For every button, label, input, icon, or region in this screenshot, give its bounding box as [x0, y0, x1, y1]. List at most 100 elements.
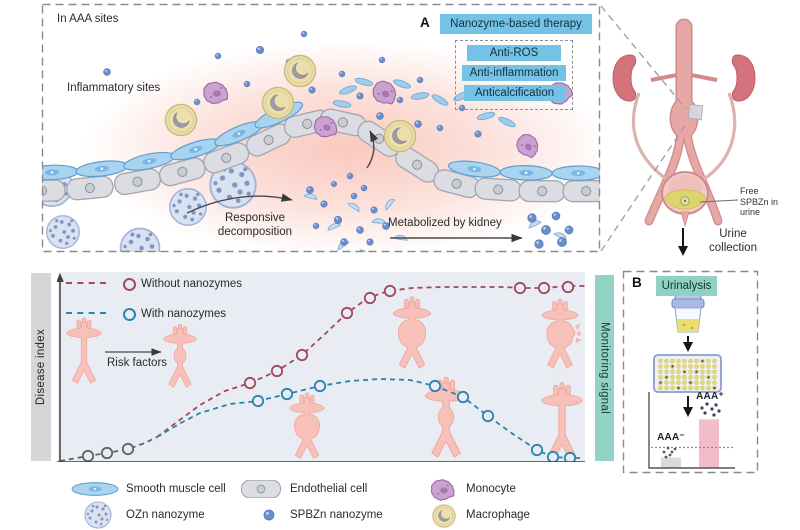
positive-signal-dot	[703, 411, 707, 415]
spbzn-nanozyme-icon	[416, 76, 424, 84]
endothelial-cell-icon	[562, 179, 600, 203]
result-bar-positive	[699, 419, 719, 468]
kidney-right	[731, 54, 756, 102]
disease-chart	[57, 273, 585, 462]
spbzn-nanozyme-icon	[436, 124, 444, 132]
positive-signal-dot	[710, 407, 714, 411]
legend-line-with	[66, 312, 106, 314]
positive-signal-dot	[705, 402, 709, 406]
disease-index-axis-bar: Disease index	[31, 273, 51, 461]
therapy-effects-box	[455, 40, 573, 110]
legend-label-without: Without nanozymes	[141, 278, 242, 290]
spbzn-nanozyme-icon	[103, 68, 111, 76]
marker-with-nanozymes	[280, 387, 294, 401]
legend-label: Smooth muscle cell	[126, 483, 226, 495]
legend-label: SPBZn nanozyme	[290, 509, 383, 521]
spbzn-nanozyme-icon	[356, 226, 364, 234]
spbzn-nanozyme-icon	[350, 192, 358, 200]
endothelial-cell-icon	[42, 178, 66, 203]
spbzn-nanozyme-icon	[214, 52, 222, 60]
marker-without-nanozymes	[383, 284, 397, 298]
urine-cup-icon	[671, 294, 705, 333]
aaa-negative-label: AAA⁻	[657, 432, 685, 443]
spbzn-nanozyme-icon	[300, 30, 308, 38]
renal-artery-left	[650, 73, 678, 82]
endothelial-cell-icon	[473, 176, 523, 203]
spbzn-nanozyme-icon	[378, 56, 386, 64]
marker-with-nanozymes	[530, 443, 544, 457]
bladder-note-leader	[699, 199, 739, 203]
positive-signal-dot	[700, 406, 704, 410]
anticalcification-badge: Anticalcification	[464, 85, 565, 101]
macrophage-icon	[432, 504, 456, 528]
spbzn-nanozyme-icon	[551, 211, 561, 221]
magnified-region-box	[687, 103, 704, 121]
legend-label: Monocyte	[466, 483, 516, 495]
legend-marker-with	[123, 308, 136, 321]
urethra	[680, 211, 690, 228]
positive-signal-dot	[717, 409, 721, 413]
spbzn-nanozyme-icon	[527, 213, 537, 223]
marker-without-nanozymes	[340, 306, 354, 320]
marker-with-nanozymes	[456, 390, 470, 404]
spbzn-nanozyme-icon	[306, 186, 314, 194]
result-bar-negative	[661, 457, 681, 468]
monitoring-signal-label: Monitoring signal	[598, 321, 611, 415]
smooth-muscle-cell-icon	[42, 163, 79, 182]
marker-without-nanozymes	[363, 291, 377, 305]
spbzn-nanozyme-icon	[320, 200, 328, 208]
panel-a-tag: A	[420, 15, 430, 30]
aorta-aneurysm-icon	[290, 393, 324, 459]
spbzn-nanozyme-icon	[338, 70, 346, 78]
chart-aorta-icons	[66, 297, 583, 461]
spbzn-nanozyme-icon	[330, 180, 338, 188]
inflammatory-sites-label: Inflammatory sites	[67, 82, 161, 94]
marker-without-nanozymes	[243, 376, 257, 390]
macrophage-icon	[283, 54, 317, 88]
negative-signal-dot	[668, 453, 672, 457]
negative-signal-dot	[670, 450, 674, 454]
spbzn-nanozyme-icon	[414, 120, 422, 128]
urinary-system-illustration	[612, 18, 756, 228]
marker-with-nanozymes	[428, 379, 442, 393]
endothelial-cell-icon	[240, 480, 282, 498]
urine-collection-label: Urine collection	[709, 228, 757, 255]
marker-with-nanozymes	[251, 394, 265, 408]
marker-with-nanozymes	[481, 409, 495, 423]
spbzn-nanozyme-icon	[356, 92, 364, 100]
smooth-muscle-cell-icon	[551, 165, 600, 182]
negative-signal-dot	[673, 447, 677, 451]
spbzn-nanozyme-icon	[312, 222, 320, 230]
marker-with-nanozymes	[313, 379, 327, 393]
marker-baseline	[100, 446, 114, 460]
bladder	[661, 171, 709, 228]
marker-without-nanozymes	[561, 280, 575, 294]
ozn-nanozyme-icon	[119, 227, 161, 252]
marker-without-nanozymes	[295, 348, 309, 362]
spbzn-nanozyme-icon	[333, 215, 343, 225]
urinalysis-illustration	[648, 294, 735, 469]
marker-without-nanozymes	[537, 281, 551, 295]
anti-ros-badge: Anti-ROS	[467, 45, 561, 61]
smooth-muscle-cell-icon	[71, 482, 119, 496]
aorta-recovered-icon	[541, 382, 583, 461]
disease-index-label: Disease index	[35, 328, 47, 406]
renal-artery-right	[690, 73, 718, 82]
spbzn-nanozyme-icon	[534, 239, 544, 249]
disease-curves	[59, 280, 585, 462]
spbzn-nanozyme-icon	[346, 172, 354, 180]
aaa-positive-label: AAA⁺	[696, 391, 724, 402]
metabolized-label: Metabolized by kidney	[388, 217, 502, 229]
monocyte-icon	[430, 479, 455, 501]
free-spbzn-note: Free SPBZn in urine	[740, 186, 779, 218]
spbzn-nanozyme-icon	[263, 509, 275, 521]
responsive-decomposition-label: Responsive decomposition	[217, 212, 293, 239]
negative-signal-dot	[662, 450, 666, 454]
legend-line-without	[66, 282, 106, 284]
positive-signal-dot	[712, 413, 716, 417]
marker-without-nanozymes	[270, 364, 284, 378]
mini-chart-axes	[648, 392, 735, 469]
legend-label: OZn nanozyme	[126, 509, 205, 521]
legend-marker-without	[123, 278, 136, 291]
